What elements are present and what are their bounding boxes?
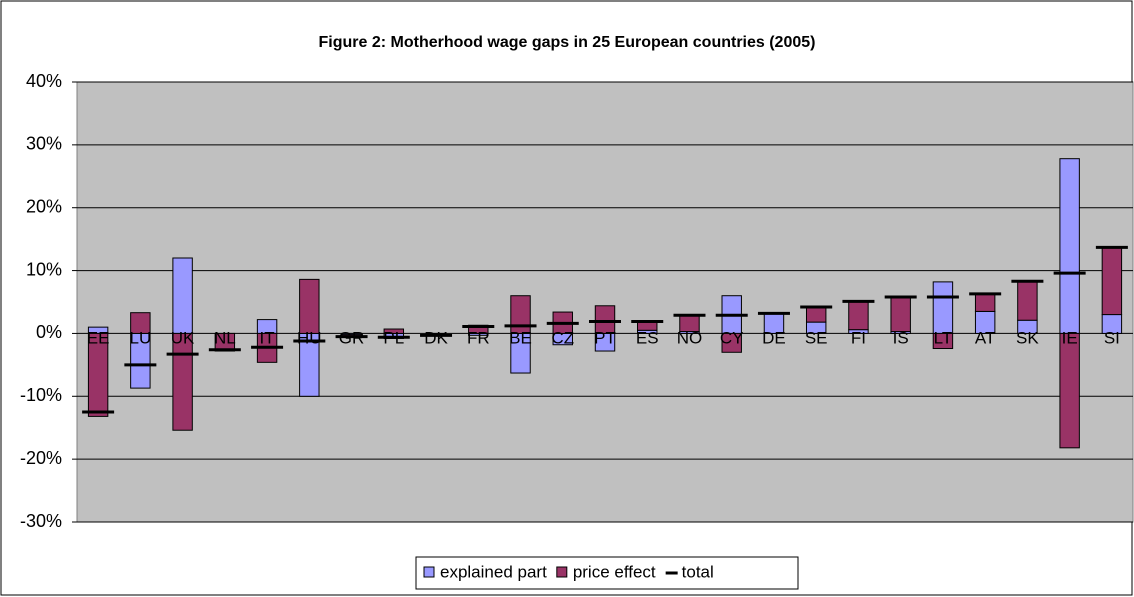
bar-segment bbox=[974, 293, 996, 312]
x-tick-label: UK bbox=[171, 329, 195, 348]
x-tick-label: NL bbox=[214, 329, 236, 348]
y-tick-label: -30% bbox=[20, 511, 62, 531]
x-tick-label: SI bbox=[1104, 329, 1120, 348]
x-tick-label: AT bbox=[975, 329, 995, 348]
y-tick-label: -10% bbox=[20, 385, 62, 405]
legend-swatch bbox=[556, 566, 568, 578]
bar-segment bbox=[890, 296, 911, 333]
x-tick-label: SK bbox=[1016, 329, 1039, 348]
bar-segment bbox=[848, 300, 869, 331]
y-tick-label: 20% bbox=[26, 196, 62, 216]
y-tick-label: 40% bbox=[26, 71, 62, 91]
bar-segment bbox=[299, 278, 320, 334]
bar-segment bbox=[594, 305, 616, 334]
legend-label: explained part bbox=[440, 562, 547, 581]
bar-segment bbox=[510, 295, 531, 334]
x-tick-label: IT bbox=[260, 329, 275, 348]
bar-segment bbox=[721, 332, 742, 353]
x-tick-label: LU bbox=[129, 329, 151, 348]
x-tick-label: EE bbox=[87, 329, 110, 348]
x-tick-label: DK bbox=[424, 329, 448, 348]
x-tick-label: PL bbox=[383, 329, 404, 348]
legend-swatch bbox=[423, 566, 435, 578]
bar-segment bbox=[87, 332, 109, 417]
x-tick-label: DE bbox=[762, 329, 786, 348]
bar-segment bbox=[130, 312, 151, 334]
x-tick-label: FI bbox=[851, 329, 866, 348]
x-tick-label: LT bbox=[934, 329, 953, 348]
legend-label: price effect bbox=[573, 562, 656, 581]
bar-segment bbox=[383, 328, 405, 334]
bar-segment bbox=[1101, 246, 1123, 316]
bar-segment bbox=[932, 281, 954, 334]
chart-title: Figure 2: Motherhood wage gaps in 25 Eur… bbox=[319, 34, 816, 51]
x-tick-label: ES bbox=[636, 329, 659, 348]
bar-segment bbox=[932, 332, 954, 350]
x-tick-label: NO bbox=[677, 329, 703, 348]
y-tick-label: 30% bbox=[26, 134, 62, 154]
x-tick-label: IS bbox=[893, 329, 909, 348]
x-tick-label: PT bbox=[594, 329, 616, 348]
legend-box bbox=[415, 556, 799, 590]
x-tick-label: GR bbox=[339, 329, 365, 348]
x-tick-label: CY bbox=[720, 329, 744, 348]
bar-segment bbox=[172, 257, 193, 334]
y-tick-label: -20% bbox=[20, 448, 62, 468]
plot-area bbox=[76, 81, 1134, 523]
x-tick-label: IE bbox=[1062, 329, 1078, 348]
bar-segment bbox=[805, 306, 827, 323]
y-tick-label: 10% bbox=[26, 259, 62, 279]
legend-label: total bbox=[682, 562, 714, 581]
bar-segment bbox=[1059, 158, 1080, 334]
x-tick-label: HU bbox=[297, 329, 322, 348]
x-tick-label: SE bbox=[805, 329, 828, 348]
x-tick-label: FR bbox=[467, 329, 490, 348]
y-tick-label: 0% bbox=[36, 322, 62, 342]
x-tick-label: CZ bbox=[551, 329, 574, 348]
x-tick-label: BE bbox=[509, 329, 532, 348]
bar-segment bbox=[1017, 280, 1038, 321]
bar-segment bbox=[172, 332, 193, 431]
bar-segment bbox=[1059, 332, 1080, 449]
